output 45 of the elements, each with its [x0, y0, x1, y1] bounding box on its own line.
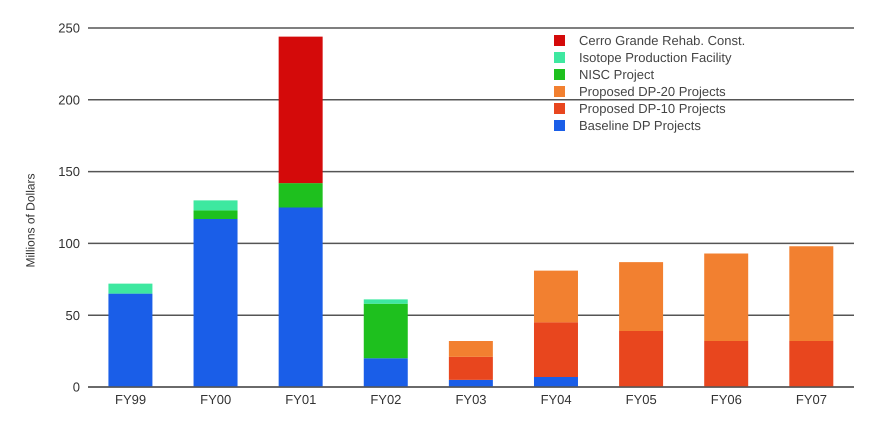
x-tick-label: FY03 [455, 392, 487, 408]
bar [108, 294, 152, 387]
bar [364, 358, 408, 387]
y-tick-label: 250 [58, 20, 80, 36]
x-tick-label: FY06 [710, 392, 742, 408]
legend-label: Proposed DP-20 Projects [579, 84, 726, 99]
bar [704, 253, 748, 342]
bar [364, 299, 408, 304]
bar [194, 210, 238, 219]
legend-label: Cerro Grande Rehab. Const. [579, 33, 746, 48]
bar [278, 183, 323, 208]
bar [704, 341, 748, 387]
y-tick-label: 50 [66, 308, 80, 323]
bar [278, 208, 323, 387]
y-tick-label: 200 [58, 92, 80, 108]
legend-label: Proposed DP-10 Projects [579, 101, 726, 116]
y-tick-label: 0 [72, 380, 80, 395]
x-tick-label: FY00 [200, 392, 232, 408]
bar [789, 341, 834, 387]
x-tick-label: FY01 [285, 392, 316, 408]
y-axis-title: Millions of Dollars [23, 173, 38, 268]
bar [108, 284, 152, 294]
bar [789, 246, 834, 342]
bar [194, 200, 238, 210]
legend-label: Baseline DP Projects [579, 118, 701, 133]
x-tick-label: FY99 [115, 392, 146, 408]
bar [534, 376, 578, 387]
legend-label: Isotope Production Facility [579, 50, 732, 65]
bar [448, 380, 493, 387]
bar [278, 36, 323, 184]
y-tick-label: 100 [58, 236, 80, 252]
legend-label: NISC Project [579, 67, 654, 82]
bar [194, 218, 238, 387]
bar [534, 270, 578, 322]
bar [534, 322, 578, 377]
x-tick-label: FY04 [540, 392, 572, 408]
bar [448, 341, 493, 357]
bar [364, 304, 408, 358]
x-tick-label: FY02 [370, 392, 402, 408]
bar [619, 330, 664, 387]
bar [619, 262, 664, 331]
x-tick-label: FY07 [796, 392, 827, 408]
bar [448, 356, 493, 380]
y-tick-label: 150 [58, 164, 80, 180]
x-tick-label: FY05 [626, 392, 657, 408]
